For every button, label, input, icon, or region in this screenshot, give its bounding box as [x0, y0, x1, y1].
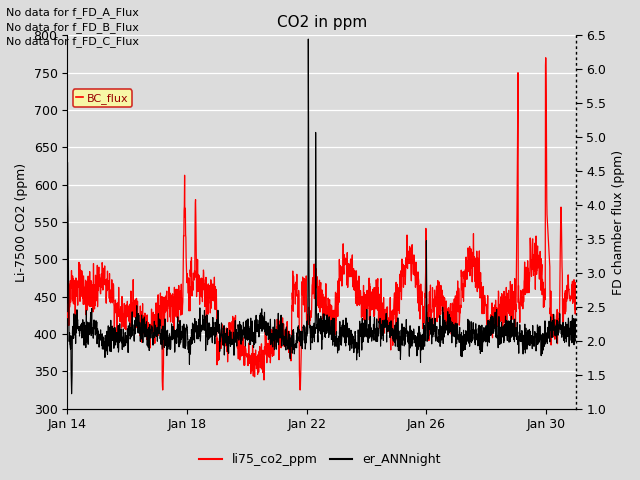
- Legend: li75_co2_ppm, er_ANNnight: li75_co2_ppm, er_ANNnight: [194, 448, 446, 471]
- Title: CO2 in ppm: CO2 in ppm: [276, 15, 367, 30]
- Text: No data for f_FD_B_Flux: No data for f_FD_B_Flux: [6, 22, 140, 33]
- Text: No data for f_FD_C_Flux: No data for f_FD_C_Flux: [6, 36, 140, 47]
- Y-axis label: FD chamber flux (ppm): FD chamber flux (ppm): [612, 149, 625, 295]
- Text: No data for f_FD_A_Flux: No data for f_FD_A_Flux: [6, 7, 140, 18]
- Y-axis label: Li-7500 CO2 (ppm): Li-7500 CO2 (ppm): [15, 162, 28, 282]
- Legend: BC_flux: BC_flux: [73, 89, 132, 107]
